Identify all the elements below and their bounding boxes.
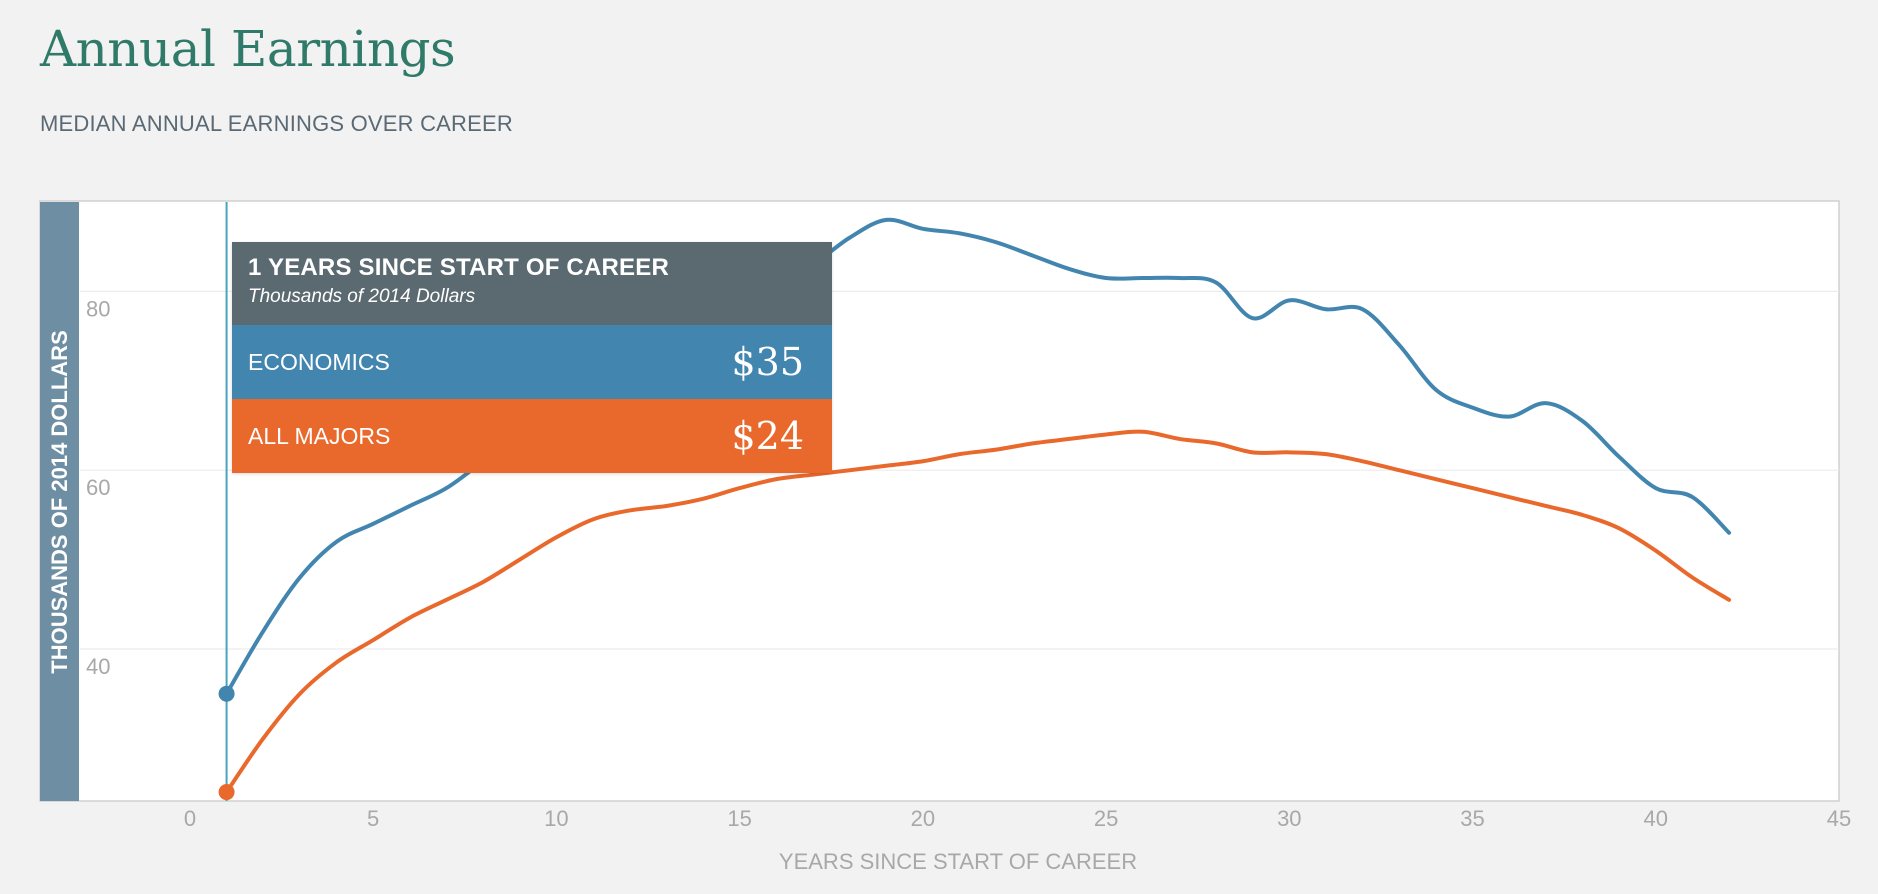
x-tick-label-0: 0: [184, 806, 196, 831]
x-tick-label-45: 45: [1827, 806, 1851, 831]
x-tick-label-25: 25: [1094, 806, 1118, 831]
y-axis-ticks: 40 60 80: [86, 296, 110, 679]
tooltip-row-all-majors: ALL MAJORS $24: [232, 399, 832, 473]
x-tick-label-30: 30: [1277, 806, 1301, 831]
hover-marker-all-majors: [218, 784, 235, 801]
tooltip-label-economics: ECONOMICS: [248, 348, 390, 375]
series-line-all-majors[interactable]: [224, 429, 1732, 795]
y-axis-band: [40, 202, 79, 801]
x-tick-label-10: 10: [544, 806, 568, 831]
hover-tooltip: 1 YEARS SINCE START OF CAREER Thousands …: [232, 242, 832, 473]
y-tick-label-80: 80: [86, 296, 110, 321]
tooltip-heading: 1 YEARS SINCE START OF CAREER: [248, 254, 669, 281]
hover-markers: [218, 685, 235, 801]
x-tick-label-35: 35: [1460, 806, 1484, 831]
tooltip-unit: Thousands of 2014 Dollars: [248, 286, 476, 307]
tooltip-value-all-majors: $24: [731, 414, 804, 458]
hover-marker-economics: [218, 685, 235, 702]
tooltip-label-all-majors: ALL MAJORS: [248, 422, 391, 449]
x-tick-label-40: 40: [1644, 806, 1668, 831]
y-tick-label-60: 60: [86, 475, 110, 500]
y-axis-label: THOUSANDS OF 2014 DOLLARS: [47, 330, 72, 674]
x-tick-label-15: 15: [727, 806, 751, 831]
tooltip-value-economics: $35: [731, 340, 804, 384]
tooltip-row-economics: ECONOMICS $35: [232, 325, 832, 399]
x-axis-ticks: 0 5 10 15 20 25 30 35 40 45: [184, 806, 1851, 831]
y-tick-label-40: 40: [86, 654, 110, 679]
x-axis-label: YEARS SINCE START OF CAREER: [779, 849, 1137, 874]
page-subtitle: MEDIAN ANNUAL EARNINGS OVER CAREER: [40, 111, 513, 136]
page-title: Annual Earnings: [40, 20, 456, 78]
tooltip-header: 1 YEARS SINCE START OF CAREER Thousands …: [232, 242, 832, 325]
x-tick-label-5: 5: [367, 806, 379, 831]
x-tick-label-20: 20: [911, 806, 935, 831]
